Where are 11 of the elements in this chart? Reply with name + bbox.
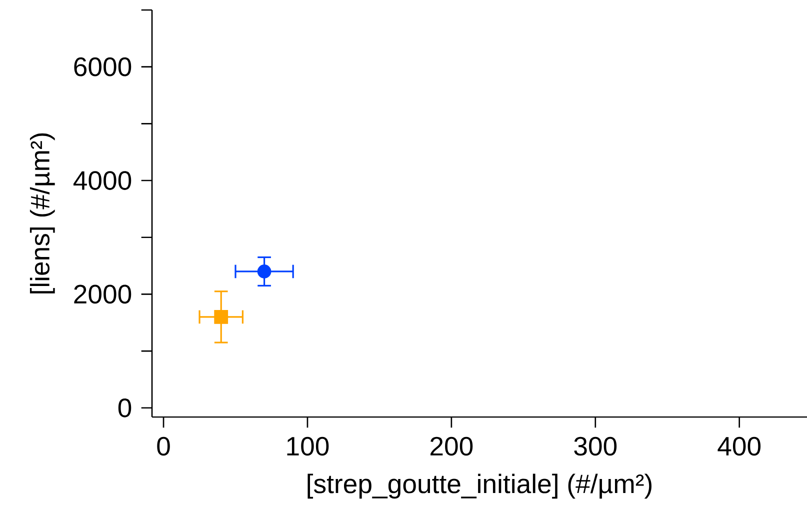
x-tick-label: 400 — [718, 436, 761, 456]
y-tick-label: 6000 — [74, 57, 132, 76]
y-axis-title: [liens] (#/µm²) — [30, 133, 55, 294]
x-axis-title: [strep_goutte_initiale] (#/µm²) — [308, 474, 652, 499]
x-tick-label: 100 — [287, 436, 329, 456]
y-tick-label: 4000 — [73, 171, 132, 190]
x-tick-label: 200 — [430, 436, 473, 456]
y-tick-label: 2000 — [74, 284, 132, 304]
y-tick-label: 0 — [118, 398, 132, 418]
x-tick-label: 300 — [574, 436, 617, 456]
x-tick-label: 0 — [157, 436, 170, 456]
